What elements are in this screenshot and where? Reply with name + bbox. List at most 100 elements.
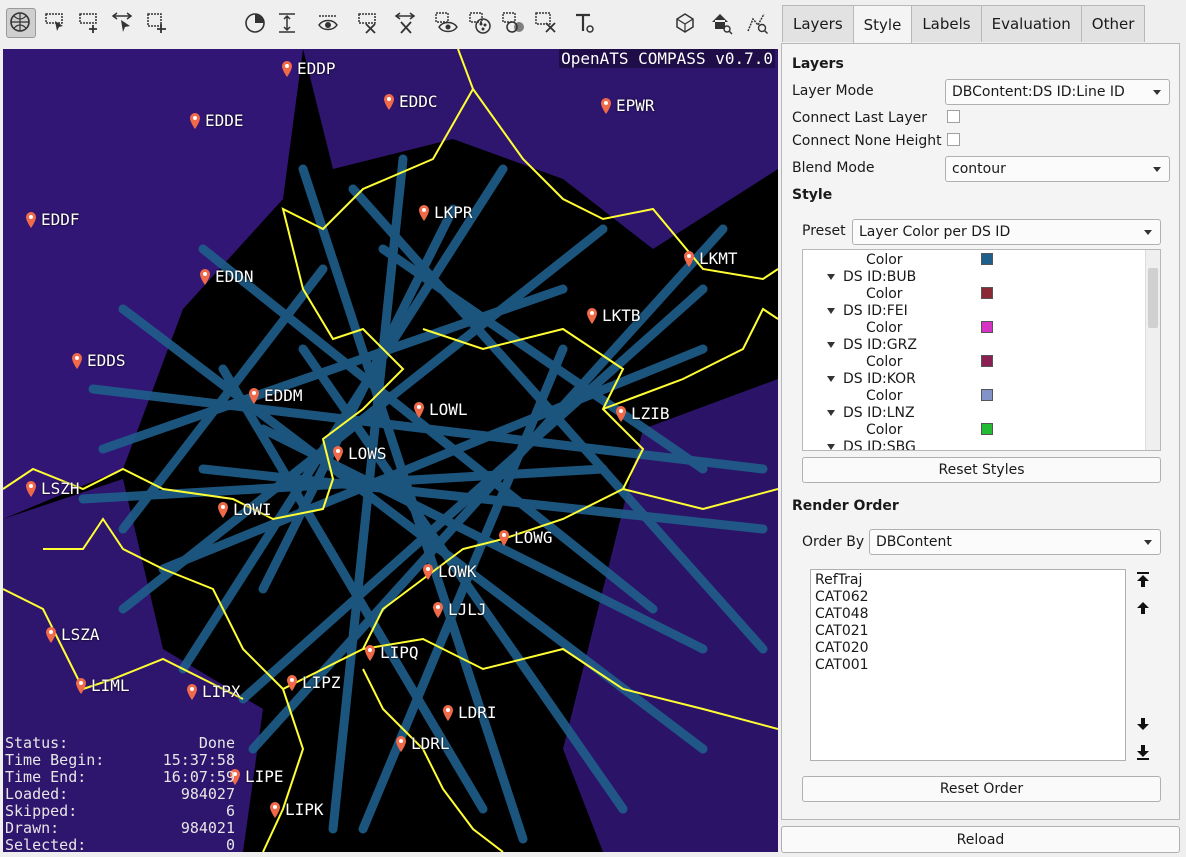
reload-button[interactable]: Reload: [781, 826, 1180, 853]
airport-marker[interactable]: LDRL: [395, 734, 450, 753]
tree-scrollbar[interactable]: [1145, 250, 1160, 450]
airport-marker[interactable]: LJLJ: [432, 600, 487, 619]
airport-marker[interactable]: LOWI: [217, 500, 272, 519]
scrollbar-thumb[interactable]: [1148, 268, 1158, 328]
tab-labels[interactable]: Labels: [911, 5, 982, 42]
select-rect-icon[interactable]: [40, 8, 70, 38]
tab-other[interactable]: Other: [1080, 5, 1146, 42]
time-filter-icon[interactable]: [240, 8, 270, 38]
status-value: 16:07:59: [162, 768, 235, 786]
tab-evaluation[interactable]: Evaluation: [980, 5, 1082, 42]
tree-group-item[interactable]: DS ID:FEI: [827, 302, 908, 319]
home-zoom-icon[interactable]: [706, 8, 736, 38]
tree-group-item[interactable]: DS ID:GRZ: [827, 336, 917, 353]
tree-group-item[interactable]: DS ID:LNZ: [827, 404, 915, 421]
airport-code: LOWG: [514, 528, 553, 547]
expand-arrow-icon[interactable]: [827, 307, 835, 314]
connect-last-layer-checkbox[interactable]: [947, 110, 960, 123]
reset-styles-button[interactable]: Reset Styles: [802, 457, 1161, 483]
geographic-map-view[interactable]: OpenATS COMPASS v0.7.0 EDDP EDDC EPWR EDDE E…: [3, 49, 778, 852]
move-up-icon[interactable]: [1135, 600, 1151, 616]
airport-marker[interactable]: LSZA: [45, 625, 100, 644]
add-cross-icon[interactable]: [142, 8, 172, 38]
airport-marker[interactable]: LSZH: [25, 479, 80, 498]
render-order-item[interactable]: CAT021: [815, 623, 869, 639]
airport-marker[interactable]: LKTB: [586, 306, 641, 325]
render-order-item[interactable]: CAT048: [815, 606, 869, 622]
color-swatch[interactable]: [981, 287, 993, 299]
airport-marker[interactable]: LOWL: [413, 400, 468, 419]
color-swatch[interactable]: [981, 389, 993, 401]
connect-none-height-label: Connect None Height: [792, 133, 942, 149]
clear-selection-icon[interactable]: [353, 8, 383, 38]
add-rect-icon[interactable]: [74, 8, 104, 38]
airport-marker[interactable]: EDDP: [281, 59, 336, 78]
inspect-icon[interactable]: [431, 8, 461, 38]
airport-marker[interactable]: LOWG: [498, 528, 553, 547]
airport-marker[interactable]: EDDS: [71, 351, 126, 370]
show-selected-icon[interactable]: [313, 8, 343, 38]
invert-selection-icon[interactable]: [391, 8, 421, 38]
airport-marker[interactable]: LKPR: [418, 203, 473, 222]
airport-marker[interactable]: LOWS: [332, 444, 387, 463]
delete-icon[interactable]: [531, 8, 561, 38]
airport-marker[interactable]: LIPX: [186, 682, 241, 701]
expand-arrow-icon[interactable]: [827, 409, 835, 416]
3d-view-icon[interactable]: [670, 8, 700, 38]
airport-marker[interactable]: LIPZ: [286, 673, 341, 692]
label-tool-icon[interactable]: [570, 8, 600, 38]
expand-arrow-icon[interactable]: [827, 273, 835, 280]
blend-mode-select[interactable]: contour: [945, 156, 1170, 182]
airport-marker[interactable]: LDRI: [442, 703, 497, 722]
render-order-item[interactable]: CAT001: [815, 657, 869, 673]
airport-marker[interactable]: EPWR: [600, 96, 655, 115]
style-icon[interactable]: [465, 8, 495, 38]
tree-group-item[interactable]: DS ID:SBG: [827, 438, 916, 450]
airport-marker[interactable]: EDDM: [248, 386, 303, 405]
airport-marker[interactable]: LIPK: [269, 800, 324, 819]
render-order-list[interactable]: RefTraj CAT062 CAT048 CAT021 CAT020 CAT001: [810, 569, 1126, 761]
color-swatch[interactable]: [981, 321, 993, 333]
airport-marker[interactable]: LIPQ: [364, 643, 419, 662]
color-swatch[interactable]: [981, 355, 993, 367]
tab-layers[interactable]: Layers: [782, 5, 854, 42]
layer-mode-select[interactable]: DBContent:DS ID:Line ID: [945, 79, 1170, 105]
order-by-select[interactable]: DBContent: [869, 529, 1161, 555]
move-down-icon[interactable]: [1135, 716, 1151, 732]
render-order-item[interactable]: CAT062: [815, 589, 869, 605]
airport-marker[interactable]: LZIB: [615, 404, 670, 423]
reset-order-button[interactable]: Reset Order: [802, 776, 1161, 802]
airport-code: LDRL: [411, 734, 450, 753]
expand-arrow-icon[interactable]: [827, 341, 835, 348]
connect-none-height-checkbox[interactable]: [947, 133, 960, 146]
expand-arrow-icon[interactable]: [827, 443, 835, 450]
tree-group-item[interactable]: DS ID:KOR: [827, 370, 916, 387]
status-value: 15:37:58: [162, 751, 235, 769]
tab-style[interactable]: Style: [852, 5, 913, 44]
render-order-item[interactable]: CAT020: [815, 640, 869, 656]
airport-marker[interactable]: EDDC: [383, 92, 438, 111]
layers-heading: Layers: [792, 56, 844, 72]
map-pin-icon: [190, 112, 200, 129]
airport-marker[interactable]: LKMT: [683, 249, 738, 268]
airport-marker[interactable]: LIPE: [229, 767, 284, 786]
select-move-icon[interactable]: [108, 8, 138, 38]
style-tree[interactable]: Color DS ID:BUB Color DS ID:FEI Color DS ID:G…: [802, 249, 1161, 451]
expand-arrow-icon[interactable]: [827, 375, 835, 382]
color-swatch[interactable]: [981, 253, 993, 265]
zoom-data-icon[interactable]: [742, 8, 772, 38]
color-swatch[interactable]: [981, 423, 993, 435]
height-filter-icon[interactable]: [272, 8, 302, 38]
airport-marker[interactable]: LOWK: [422, 562, 477, 581]
move-to-top-icon[interactable]: [1135, 572, 1151, 588]
airport-marker[interactable]: EDDE: [189, 111, 244, 130]
compare-icon[interactable]: [498, 8, 528, 38]
preset-select[interactable]: Layer Color per DS ID: [852, 219, 1161, 245]
tree-group-item[interactable]: DS ID:BUB: [827, 268, 916, 285]
move-to-bottom-icon[interactable]: [1135, 744, 1151, 760]
render-order-item[interactable]: RefTraj: [815, 572, 863, 588]
airport-marker[interactable]: EDDN: [199, 267, 254, 286]
airport-marker[interactable]: EDDF: [25, 210, 80, 229]
navigate-icon[interactable]: [6, 8, 36, 38]
airport-marker[interactable]: LIML: [75, 676, 130, 695]
